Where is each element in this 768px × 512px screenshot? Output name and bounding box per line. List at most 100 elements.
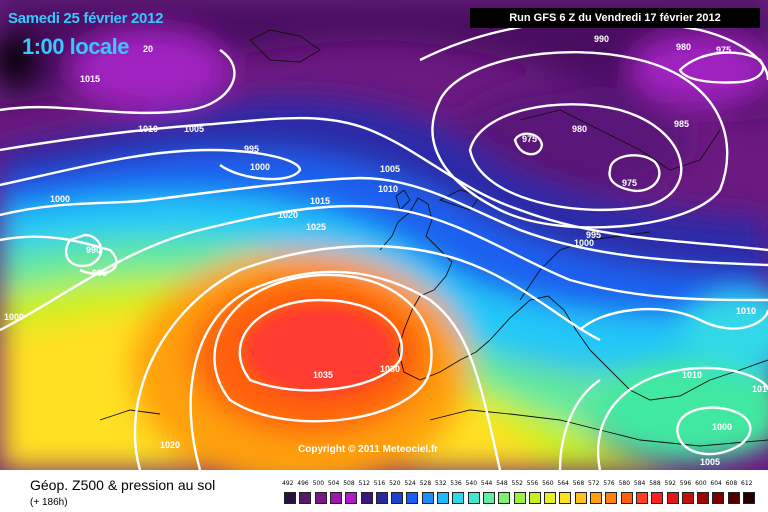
- scale-value-label: 612: [741, 480, 753, 487]
- isobar-label: 995: [586, 230, 601, 240]
- scale-value-label: 588: [649, 480, 661, 487]
- scale-swatch: [360, 492, 373, 504]
- isobar-label: 1000: [712, 422, 732, 432]
- forecast-date: Samedi 25 février 2012: [8, 10, 164, 27]
- scale-swatch: [467, 492, 480, 504]
- isobar-label: 975: [716, 45, 731, 55]
- isobar-label: 101: [752, 384, 767, 394]
- scale-swatch: [299, 492, 312, 504]
- scale-swatch: [284, 492, 296, 504]
- scale-value-label: 496: [297, 480, 309, 487]
- scale-swatch: [620, 492, 633, 504]
- scale-swatch: [498, 492, 511, 504]
- scale-swatch: [574, 492, 587, 504]
- isobar-label: 980: [676, 42, 691, 52]
- scale-value-label: 568: [572, 480, 585, 487]
- scale-swatch: [452, 492, 465, 504]
- isobar-label: 995: [244, 144, 259, 154]
- scale-swatch: [513, 492, 526, 504]
- scale-swatch: [605, 492, 618, 504]
- isobars: [0, 18, 768, 470]
- isobar-label: 990: [594, 34, 609, 44]
- scale-value-label: 572: [588, 480, 600, 487]
- isobar-label: 1025: [306, 222, 326, 232]
- scale-value-label: 548: [496, 480, 508, 487]
- scale-swatch: [421, 492, 434, 504]
- isobar-label: 1015: [80, 74, 100, 84]
- scale-value-label: 580: [618, 480, 631, 487]
- scale-swatch: [482, 492, 495, 504]
- scale-value-label: 608: [725, 480, 738, 487]
- scale-value-label: 528: [419, 480, 432, 487]
- scale-swatch: [651, 492, 664, 504]
- scale-swatch: [727, 492, 740, 504]
- scale-value-label: 556: [526, 480, 539, 487]
- isobar-label: 975: [622, 178, 637, 188]
- scale-value-label: 584: [633, 480, 646, 487]
- scale-swatch: [681, 492, 694, 504]
- isobar-labels: 1015 20 1010 1005 995 1000 1000 990 995 …: [4, 34, 767, 467]
- isobar-label: 990: [86, 245, 101, 255]
- scale-value-label: 540: [465, 480, 478, 487]
- scale-value-label: 504: [327, 480, 340, 487]
- scale-value-label: 524: [404, 480, 416, 487]
- scale-swatch: [406, 492, 419, 504]
- isobar-label: 1005: [380, 164, 400, 174]
- isobar-label: 975: [522, 134, 537, 144]
- scale-swatch: [666, 492, 679, 504]
- isobar-label: 1020: [278, 210, 298, 220]
- isobar-label: 1000: [4, 312, 24, 322]
- isobar-label: 980: [572, 124, 587, 134]
- scale-value-label: 536: [450, 480, 462, 487]
- scale-value-label: 576: [603, 480, 615, 487]
- scale-swatch: [528, 492, 541, 504]
- isobar-label: 1005: [700, 457, 720, 467]
- run-info-box: Run GFS 6 Z du Vendredi 17 février 2012: [470, 8, 760, 28]
- scale-swatch: [345, 492, 358, 504]
- scale-value-label: 564: [557, 480, 569, 487]
- map-caption: Géop. Z500 & pression au sol: [30, 477, 216, 493]
- scale-value-label: 512: [358, 480, 370, 487]
- scale-swatch: [743, 492, 755, 504]
- isobar-label: 1000: [574, 238, 594, 248]
- scale-swatch: [329, 492, 342, 504]
- isobar-label: 1010: [736, 306, 756, 316]
- scale-value-label: 604: [710, 480, 722, 487]
- isobar-label: 1010: [378, 184, 398, 194]
- isobar-label: 1035: [313, 370, 333, 380]
- scale-value-label: 596: [679, 480, 692, 487]
- scale-value-label: 492: [282, 480, 294, 487]
- copyright-notice: Copyright © 2011 Meteociel.fr: [298, 444, 439, 455]
- isobar-label: 1020: [160, 440, 180, 450]
- scale-value-label: 500: [312, 480, 325, 487]
- scale-value-label: 544: [480, 480, 493, 487]
- isobar-label: 20: [143, 44, 153, 54]
- scale-value-label: 532: [435, 480, 447, 487]
- color-scale-labels: 492 496 500 504 508 512 516 520 524 528 532 536 540 5…: [282, 480, 752, 490]
- scale-swatch: [314, 492, 327, 504]
- high-core: [245, 305, 395, 395]
- weather-map: 1015 20 1010 1005 995 1000 1000 990 995 …: [0, 0, 768, 470]
- scale-swatch: [697, 492, 710, 504]
- isobar-label: 1000: [50, 194, 70, 204]
- isobar-label: 1015: [310, 196, 330, 206]
- isobar-label: 985: [674, 119, 689, 129]
- scale-swatch: [712, 492, 725, 504]
- scale-swatch: [391, 492, 404, 504]
- forecast-offset: (+ 186h): [30, 497, 68, 508]
- scale-swatch: [375, 492, 388, 504]
- scale-value-label: 560: [542, 480, 554, 487]
- scale-value-label: 520: [389, 480, 401, 487]
- isobar-label: 1000: [250, 162, 270, 172]
- map-canvas: 1015 20 1010 1005 995 1000 1000 990 995 …: [0, 0, 768, 470]
- scale-value-label: 516: [373, 480, 386, 487]
- scale-value-label: 508: [343, 480, 355, 487]
- forecast-time: 1:00 locale: [22, 34, 130, 59]
- scale-swatch: [437, 492, 449, 504]
- scale-value-label: 592: [664, 480, 676, 487]
- isobar-label: 1010: [682, 370, 702, 380]
- scale-value-label: 552: [511, 480, 523, 487]
- scale-swatch: [635, 492, 648, 504]
- isobar-label: 1005: [184, 124, 204, 134]
- isobar-label: 995: [92, 268, 107, 278]
